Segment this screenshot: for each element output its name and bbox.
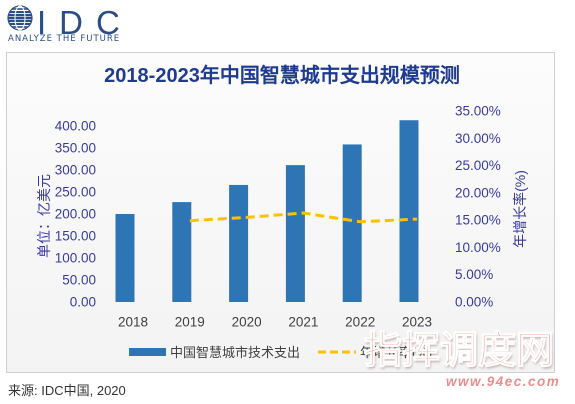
y2-tick-label: 30.00% xyxy=(455,131,501,146)
watermark: 指挥调度网 www.94ec.com xyxy=(363,328,564,392)
y-tick-label: 250.00 xyxy=(55,184,96,199)
y-tick-label: 400.00 xyxy=(55,118,96,133)
growth-point-2022 xyxy=(358,220,362,224)
chart-title: 2018-2023年中国智慧城市支出规模预测 xyxy=(104,63,460,87)
y2-tick-label: 10.00% xyxy=(455,240,501,255)
y2-tick-label: 20.00% xyxy=(455,185,501,200)
bar-2020 xyxy=(229,184,249,302)
growth-point-2023 xyxy=(415,217,419,221)
y2-tick-label: 15.00% xyxy=(455,213,501,228)
y-tick-label: 350.00 xyxy=(55,140,96,155)
bar-2019 xyxy=(172,202,192,302)
legend: 中国智慧城市技术支出 年增长率(%) xyxy=(129,345,432,360)
watermark-site: www.94ec.com xyxy=(446,374,561,389)
y2-tick-label: 25.00% xyxy=(455,158,501,173)
bar-2018 xyxy=(115,213,135,302)
growth-point-2020 xyxy=(245,215,249,219)
watermark-text: 指挥调度网 xyxy=(363,328,555,373)
y-tick-label: 150.00 xyxy=(55,228,96,243)
chart-panel xyxy=(6,52,555,373)
x-tick-label: 2023 xyxy=(402,315,432,330)
y2-axis-title: 年增长率(%) xyxy=(512,170,528,248)
legend-label-line: 年增长率(%) xyxy=(360,345,432,360)
x-tick-label: 2018 xyxy=(118,315,148,330)
logo-brand: IDC xyxy=(37,4,133,41)
legend-label-bar: 中国智慧城市技术支出 xyxy=(170,345,300,360)
bar-2021 xyxy=(285,165,305,302)
x-tick-label: 2021 xyxy=(288,315,318,330)
bar-2022 xyxy=(342,144,362,302)
globe-icon xyxy=(7,5,33,31)
growth-point-2021 xyxy=(301,211,305,215)
growth-line xyxy=(189,211,418,224)
bar-2023 xyxy=(399,120,419,302)
y-axis-ticks: 0.00 50.00 100.00 150.00 200.00 250.00 300.00 3… xyxy=(55,118,96,309)
legend-swatch-bar xyxy=(129,348,166,356)
idc-logo: IDC ANALYZE THE FUTURE xyxy=(7,4,129,46)
y2-tick-label: 35.00% xyxy=(455,104,501,119)
logo-tagline: ANALYZE THE FUTURE xyxy=(8,34,121,44)
y-tick-label: 0.00 xyxy=(70,295,96,310)
y2-tick-label: 5.00% xyxy=(455,267,493,282)
x-tick-label: 2022 xyxy=(345,315,375,330)
x-tick-label: 2020 xyxy=(232,315,262,330)
source-note: 来源: IDC中国, 2020 xyxy=(8,383,126,398)
y2-tick-label: 0.00% xyxy=(455,295,493,310)
bar-series xyxy=(115,120,419,302)
y-tick-label: 300.00 xyxy=(55,162,96,177)
y-tick-label: 200.00 xyxy=(55,206,96,221)
y-axis-title: 单位：亿美元 xyxy=(36,174,52,258)
y-tick-label: 100.00 xyxy=(55,250,96,265)
y2-axis-ticks: 0.00% 5.00% 10.00% 15.00% 20.00% 25.00% 30.00%… xyxy=(455,104,501,310)
growth-point-2019 xyxy=(188,219,192,223)
y-tick-label: 50.00 xyxy=(62,272,96,287)
x-tick-label: 2019 xyxy=(175,315,205,330)
growth-line-series xyxy=(188,211,419,224)
x-axis-ticks: 2018 2019 2020 2021 2022 2023 xyxy=(118,315,432,330)
